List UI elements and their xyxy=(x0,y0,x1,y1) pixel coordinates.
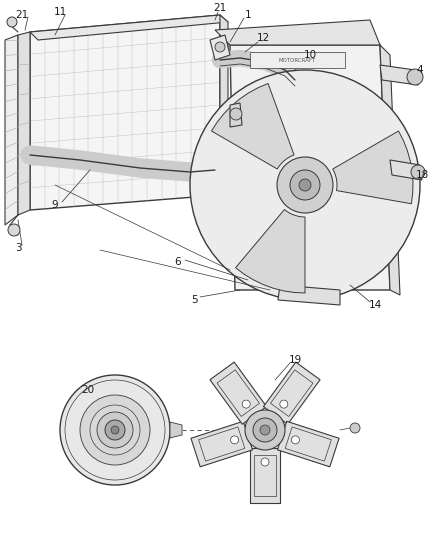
Circle shape xyxy=(253,418,277,442)
Polygon shape xyxy=(250,52,345,68)
Circle shape xyxy=(7,17,17,27)
Text: MOTORCRAFT: MOTORCRAFT xyxy=(279,58,315,62)
Circle shape xyxy=(411,165,425,179)
Polygon shape xyxy=(170,422,182,438)
Polygon shape xyxy=(230,103,242,127)
Circle shape xyxy=(190,70,420,300)
Polygon shape xyxy=(230,45,390,290)
Polygon shape xyxy=(263,362,320,424)
Circle shape xyxy=(111,426,119,434)
Circle shape xyxy=(242,400,250,408)
Text: 14: 14 xyxy=(368,300,381,310)
Polygon shape xyxy=(210,362,267,424)
Polygon shape xyxy=(236,209,305,293)
Circle shape xyxy=(97,412,133,448)
Polygon shape xyxy=(30,15,220,210)
Text: 6: 6 xyxy=(175,257,181,267)
Circle shape xyxy=(350,423,360,433)
Text: 19: 19 xyxy=(288,355,302,365)
Polygon shape xyxy=(212,84,294,169)
Polygon shape xyxy=(5,35,18,225)
Circle shape xyxy=(277,157,333,213)
Polygon shape xyxy=(30,15,228,40)
Circle shape xyxy=(291,436,300,444)
Circle shape xyxy=(105,420,125,440)
Circle shape xyxy=(230,108,242,120)
Text: 9: 9 xyxy=(52,200,58,210)
Polygon shape xyxy=(220,15,228,202)
Text: 20: 20 xyxy=(81,385,95,395)
Circle shape xyxy=(230,436,239,444)
Circle shape xyxy=(261,458,269,466)
Circle shape xyxy=(260,425,270,435)
Polygon shape xyxy=(278,421,339,467)
Polygon shape xyxy=(380,45,400,295)
Text: 18: 18 xyxy=(415,170,429,180)
Text: 21: 21 xyxy=(213,3,226,13)
Polygon shape xyxy=(210,35,230,60)
Polygon shape xyxy=(215,20,380,45)
Text: 1: 1 xyxy=(245,10,251,20)
Text: 21: 21 xyxy=(15,10,28,20)
Text: 12: 12 xyxy=(256,33,270,43)
Circle shape xyxy=(8,224,20,236)
Text: 10: 10 xyxy=(304,50,317,60)
Polygon shape xyxy=(250,448,280,503)
Circle shape xyxy=(245,410,285,450)
Polygon shape xyxy=(18,32,30,215)
Text: 5: 5 xyxy=(192,295,198,305)
Circle shape xyxy=(299,179,311,191)
Text: 3: 3 xyxy=(15,243,21,253)
Text: 4: 4 xyxy=(417,65,423,75)
Polygon shape xyxy=(333,131,413,204)
Polygon shape xyxy=(380,65,418,85)
Polygon shape xyxy=(191,421,253,467)
Text: 11: 11 xyxy=(53,7,67,17)
Circle shape xyxy=(280,400,288,408)
Circle shape xyxy=(80,395,150,465)
Circle shape xyxy=(60,375,170,485)
Circle shape xyxy=(290,170,320,200)
Polygon shape xyxy=(390,160,422,180)
Circle shape xyxy=(407,69,423,85)
Polygon shape xyxy=(278,285,340,305)
Circle shape xyxy=(215,42,225,52)
